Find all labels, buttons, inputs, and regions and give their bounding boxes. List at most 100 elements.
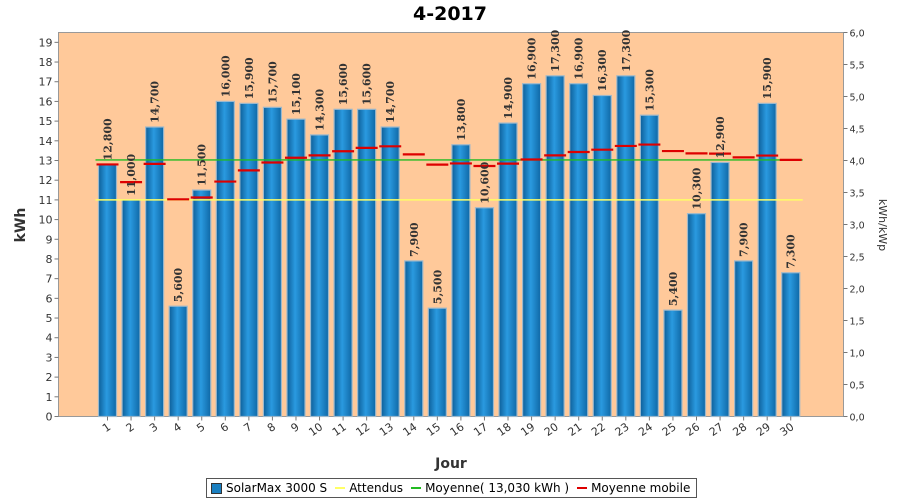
y2-tick-label: 2,5 — [850, 253, 865, 264]
legend: SolarMax 3000 S Attendus Moyenne( 13,030… — [206, 478, 698, 498]
data-label: 14,900 — [502, 77, 515, 119]
data-label: 7,300 — [785, 234, 798, 269]
legend-item-expected: Attendus — [335, 481, 403, 495]
x-tick-label: 7 — [241, 420, 254, 435]
bar — [215, 100, 235, 418]
y-tick-label: 19 — [39, 36, 53, 49]
data-label: 7,900 — [738, 222, 751, 257]
bar — [474, 207, 495, 418]
legend-label-moving-average: Moyenne mobile — [591, 481, 691, 495]
x-tick-label: 26 — [683, 420, 702, 439]
data-label: 17,300 — [620, 29, 633, 71]
data-label: 11,500 — [196, 144, 209, 186]
bar — [239, 102, 259, 418]
bar — [168, 305, 188, 418]
moving-average-series — [96, 143, 802, 201]
y-tick-label: 18 — [39, 56, 53, 69]
legend-item-moving-average: Moyenne mobile — [577, 481, 690, 495]
legend-swatch-moving-average — [577, 487, 588, 489]
x-tick-label: 19 — [518, 420, 537, 439]
x-tick-label: 6 — [218, 420, 231, 435]
y2-tick-label: 5,5 — [850, 61, 865, 72]
x-tick-label: 2 — [124, 420, 137, 435]
bar — [404, 260, 424, 418]
y2-tick-label: 3,0 — [850, 221, 865, 232]
y-tick-label: 17 — [39, 76, 53, 89]
x-tick-label: 12 — [353, 420, 372, 439]
y-tick-label: 6 — [46, 292, 53, 305]
x-tick-label: 16 — [448, 420, 467, 439]
bar — [309, 134, 330, 418]
x-tick-label: 4 — [171, 420, 184, 435]
data-labels-group: 12,800 11,000 14,700 5,600 11,500 16,000 15,90… — [102, 29, 798, 306]
x-tick-label: 28 — [730, 420, 749, 439]
bar — [521, 83, 542, 418]
y2-axis: 0,0 0,5 1,0 1,5 2,0 2,5 3,0 3,5 4,0 4,5 5,0 5,5 6,0 — [843, 29, 865, 424]
bar — [192, 189, 212, 418]
bar — [333, 108, 353, 418]
bar — [686, 213, 707, 418]
data-label: 10,600 — [478, 161, 491, 203]
y-tick-label: 14 — [39, 135, 53, 148]
bar — [121, 199, 141, 418]
data-label: 13,800 — [455, 98, 468, 140]
legend-item-production: SolarMax 3000 S — [211, 481, 327, 495]
chart-title: 4-2017 — [413, 3, 487, 25]
legend-swatch-expected — [335, 487, 346, 489]
legend-label-expected: Attendus — [349, 481, 404, 495]
x-tick-label: 1 — [100, 420, 113, 435]
data-label: 17,300 — [549, 29, 562, 71]
y-tick-label: 7 — [46, 273, 53, 286]
y2-tick-label: 5,0 — [850, 93, 865, 104]
data-label: 11,000 — [125, 153, 138, 195]
x-tick-label: 5 — [194, 420, 207, 435]
y-tick-label: 0 — [46, 411, 53, 424]
y2-tick-label: 0,0 — [850, 413, 865, 424]
data-label: 16,000 — [219, 55, 232, 97]
bar — [357, 108, 377, 418]
y2-tick-label: 6,0 — [850, 29, 865, 40]
legend-item-average: Moyenne( 13,030 kWh ) — [411, 481, 569, 495]
y-tick-label: 12 — [39, 174, 53, 187]
data-label: 15,700 — [266, 61, 279, 103]
bar — [545, 75, 565, 418]
x-axis: 1 2 3 4 5 6 7 8 9 10 11 12 13 14 15 16 17 18 19 20 21 22 23 24 2… — [100, 416, 797, 439]
bar — [427, 307, 447, 418]
x-axis-label: Jour — [434, 456, 467, 472]
bar — [734, 260, 754, 418]
legend-label-average: Moyenne( 13,030 kWh ) — [425, 481, 570, 495]
data-label: 15,900 — [761, 57, 774, 99]
x-tick-label: 15 — [424, 420, 443, 439]
x-tick-label: 30 — [778, 420, 797, 439]
x-tick-label: 21 — [565, 420, 584, 439]
y-tick-label: 13 — [39, 155, 53, 168]
y-tick-label: 11 — [39, 194, 53, 207]
bar — [286, 118, 306, 418]
x-tick-label: 18 — [495, 420, 514, 439]
bar — [380, 126, 400, 418]
x-tick-label: 17 — [471, 420, 490, 439]
bar — [498, 122, 518, 418]
bar — [262, 106, 283, 418]
y-tick-label: 4 — [46, 332, 53, 345]
reference-lines — [95, 159, 803, 201]
x-tick-label: 9 — [289, 420, 302, 435]
data-label: 12,900 — [714, 116, 727, 158]
data-label: 15,600 — [337, 63, 350, 105]
data-label: 15,900 — [243, 57, 256, 99]
x-tick-label: 24 — [636, 420, 655, 439]
x-tick-label: 22 — [589, 420, 608, 439]
legend-label-production: SolarMax 3000 S — [226, 481, 328, 495]
y-tick-label: 15 — [39, 115, 53, 128]
y-tick-label: 3 — [46, 351, 53, 364]
data-label: 7,900 — [408, 222, 421, 257]
y2-tick-label: 1,0 — [850, 349, 865, 360]
y-axis-label: kWh — [13, 208, 29, 243]
y2-axis-label: kWh/kWp — [876, 199, 889, 251]
data-label: 12,800 — [102, 118, 115, 160]
data-label: 16,900 — [573, 37, 586, 79]
data-label: 15,100 — [290, 73, 303, 115]
y-tick-label: 8 — [46, 253, 53, 266]
y-tick-label: 9 — [46, 233, 53, 246]
